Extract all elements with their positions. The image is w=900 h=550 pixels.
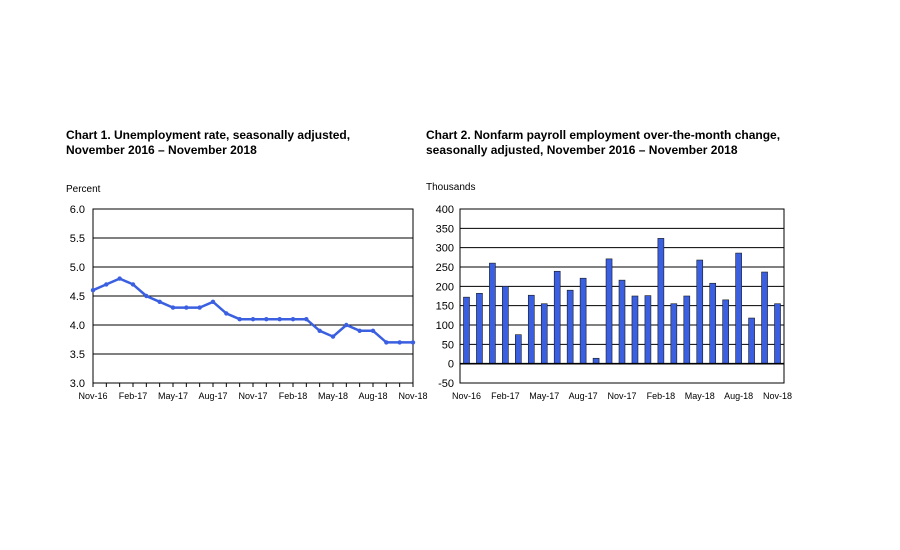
- chart-2-xtick-label: Nov-18: [763, 391, 792, 401]
- chart-2-xtick-label: Feb-17: [491, 391, 520, 401]
- chart-1-ytick-label: 3.0: [70, 378, 85, 390]
- chart-1-data-point: [130, 282, 136, 287]
- chart-1-series-line: [92, 277, 413, 344]
- chart-1-data-point: [104, 282, 109, 287]
- chart-2-ytick-label: 350: [436, 223, 454, 235]
- chart-1-xtick-label: May-18: [318, 391, 348, 401]
- chart-1-xtick-label: Aug-17: [198, 391, 227, 401]
- chart-2-bar: [592, 357, 600, 364]
- chart-1-ylabel: Percent: [66, 184, 101, 195]
- chart-1-data-point: [410, 340, 416, 345]
- chart-2-plot-border: [459, 208, 785, 384]
- chart-2-bar: [489, 262, 496, 364]
- chart-1-ytick-label: 3.5: [70, 349, 85, 361]
- chart-2-title-line2: seasonally adjusted, November 2016 – Nov…: [426, 143, 738, 157]
- chart-1-data-point: [144, 293, 149, 299]
- chart-1-data-point: [290, 317, 296, 322]
- chart-2-xtick-label: Aug-17: [569, 391, 598, 401]
- chart-2-bar: [553, 270, 561, 364]
- chart-1-ytick-label: 5.5: [70, 233, 85, 245]
- chart-1-title-line2: November 2016 – November 2018: [66, 143, 257, 157]
- chart-2-bar: [566, 289, 574, 364]
- chart-2-title-line1: Chart 2. Nonfarm payroll employment over…: [426, 128, 781, 142]
- chart-2-bar: [476, 292, 483, 364]
- chart-1-data-point: [304, 317, 309, 322]
- chart-1-ytick-label: 6.0: [70, 204, 85, 216]
- chart-1-data-point: [264, 317, 269, 322]
- chart-2-bar: [683, 295, 691, 364]
- chart-2-bar: [618, 279, 626, 364]
- chart-2-bar: [696, 259, 704, 364]
- chart-2-bar: [502, 286, 509, 364]
- chart-1-data-point: [90, 288, 96, 293]
- chart-2-xtick-label: Feb-18: [647, 391, 676, 401]
- chart-2-bar: [527, 294, 535, 364]
- chart-2-xtick-label: May-18: [685, 391, 715, 401]
- chart-2-bar: [722, 299, 729, 364]
- chart-1-data-point: [117, 276, 122, 281]
- chart-1-data-point: [357, 328, 362, 333]
- chart-2-bar: [670, 303, 678, 364]
- chart-1-xtick-label: Feb-18: [279, 391, 308, 401]
- chart-1-xtick-label: Nov-18: [398, 391, 427, 401]
- chart-2-ytick-label: 0: [448, 359, 454, 371]
- chart-1-data-point: [330, 334, 336, 339]
- chart-1-data-point: [170, 305, 176, 310]
- chart-1-xtick-label: Nov-17: [238, 391, 267, 401]
- chart-2-ytick-label: 50: [442, 339, 454, 351]
- chart-2-ytick-label: 200: [436, 281, 454, 293]
- chart-1-data-point: [344, 322, 349, 328]
- chart-2-bar: [761, 271, 768, 364]
- chart-2-bar: [631, 295, 639, 364]
- chart-1-data-point: [184, 305, 189, 310]
- chart-2-ytick-label: 400: [436, 204, 454, 216]
- chart-2-bar: [644, 295, 652, 364]
- chart-2-ytick-label: 150: [436, 301, 454, 313]
- chart-1-data-point: [277, 317, 282, 322]
- chart-1-xtick-label: Feb-17: [119, 391, 148, 401]
- chart-2-xtick-label: Nov-16: [452, 391, 481, 401]
- chart-2-ytick-label: 250: [436, 262, 454, 274]
- chart-1-ytick-label: 4.0: [70, 320, 85, 332]
- chart-1-xtick-label: Aug-18: [358, 391, 387, 401]
- chart-1-data-point: [250, 317, 256, 322]
- chart-2-xtick-label: Aug-18: [724, 391, 753, 401]
- chart-1-xtick-label: Nov-16: [78, 391, 107, 401]
- chart-1-xtick-label: May-17: [158, 391, 188, 401]
- chart-1-data-point: [157, 299, 162, 304]
- chart-2-bar: [515, 334, 522, 364]
- chart-1-data-point: [384, 340, 389, 345]
- chart-2-ylabel: Thousands: [426, 182, 476, 193]
- chart-2-bar: [735, 252, 742, 364]
- chart-2-bar: [540, 303, 548, 364]
- chart-2-bar: [605, 258, 613, 364]
- chart-2-bar: [657, 238, 665, 364]
- chart-2-bar: [748, 317, 755, 364]
- chart-2-ytick-label: 300: [436, 243, 454, 255]
- chart-2-ytick-label: 100: [436, 320, 454, 332]
- payroll-chart-panel: Chart 2. Nonfarm payroll employment over…: [420, 128, 800, 418]
- chart-1-data-point: [224, 311, 229, 316]
- chart-1-data-point: [317, 328, 322, 333]
- chart-1-ytick-label: 5.0: [70, 262, 85, 274]
- chart-2-xtick-label: Nov-17: [607, 391, 636, 401]
- chart-2-title: Chart 2. Nonfarm payroll employment over…: [426, 128, 780, 158]
- chart-2-xtick-label: May-17: [529, 391, 559, 401]
- chart-1-title: Chart 1. Unemployment rate, seasonally a…: [66, 128, 350, 158]
- chart-1-title-line1: Chart 1. Unemployment rate, seasonally a…: [66, 128, 351, 142]
- chart-2-bar: [774, 303, 781, 364]
- chart-1-data-point: [210, 299, 216, 304]
- chart-1-data-point: [397, 340, 402, 345]
- unemployment-chart-panel: Chart 1. Unemployment rate, seasonally a…: [60, 128, 430, 418]
- chart-1-data-point: [197, 305, 202, 310]
- chart-1-data-point: [237, 317, 242, 322]
- chart-1-ytick-label: 4.5: [70, 291, 85, 303]
- chart-2-bar: [709, 282, 717, 364]
- chart-2-bar: [579, 277, 587, 364]
- chart-2-ytick-label: -50: [438, 378, 454, 390]
- chart-1-data-point: [370, 328, 376, 333]
- chart-2-bar: [463, 296, 470, 364]
